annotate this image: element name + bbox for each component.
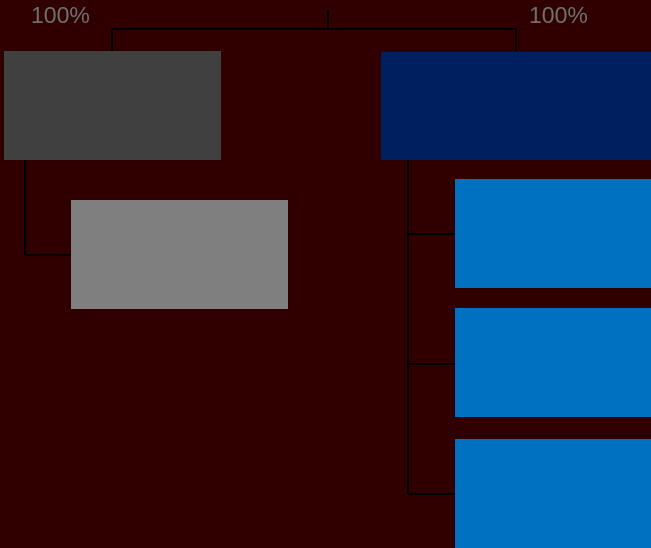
right-child-node-1 bbox=[455, 179, 651, 288]
left-child-node bbox=[71, 200, 288, 309]
left-branch-percent-label: 100% bbox=[31, 2, 90, 28]
right-branch-percent-label: 100% bbox=[529, 2, 588, 28]
right-parent-node bbox=[381, 52, 651, 160]
left-parent-node bbox=[4, 51, 221, 160]
right-child-node-2 bbox=[455, 308, 651, 417]
right-child-node-3 bbox=[455, 439, 651, 548]
